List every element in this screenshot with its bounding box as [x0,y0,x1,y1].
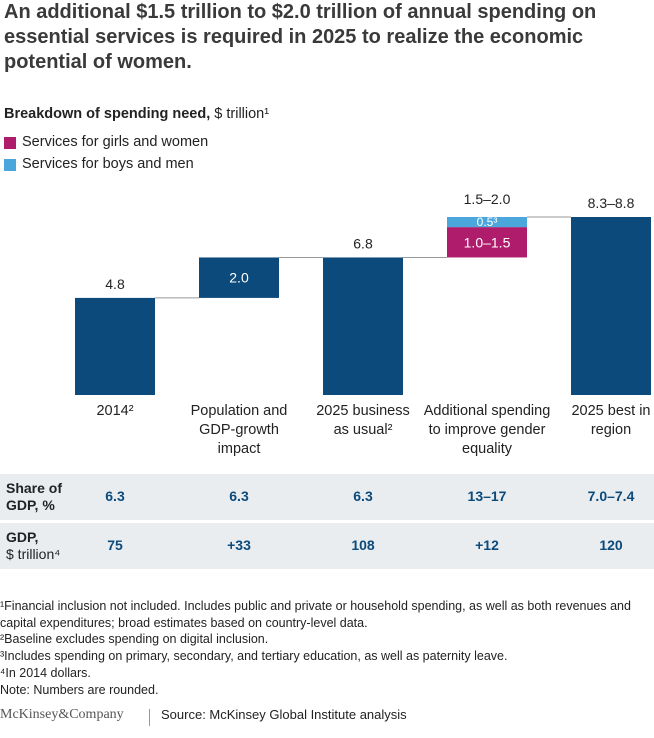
bar [199,257,279,298]
x-tick-label: 2025 best in region [571,403,651,438]
table-cell: 75 [107,537,123,553]
segment-label: 0.5³ [477,215,498,229]
table-cell: +12 [475,537,499,553]
table-row [0,523,654,569]
table-cell: +33 [227,537,251,553]
x-tick-label: Additional spending to improve gender eq… [423,403,551,457]
legend-swatch [4,137,16,149]
source: Source: McKinsey Global Institute analys… [161,707,407,722]
footnote: ³Includes spending on primary, secondary… [0,649,508,663]
value-label: 6.8 [353,235,373,251]
row-label-text: GDP, [6,529,39,545]
footnote: Note: Numbers are rounded. [0,683,159,697]
table-cell: 6.3 [353,488,373,504]
table-cell: 13–17 [467,488,507,504]
chart-title: An additional $1.5 trillion to $2.0 tril… [4,1,597,73]
bar [323,257,403,395]
table-cell: 6.3 [229,488,249,504]
stack-label: 1.5–2.0 [464,191,511,207]
x-tick-label: 2025 business as usual² [316,403,410,438]
row-label: Share of GDP, % [6,480,76,514]
row-sublabel: $ trillion⁴ [6,546,61,562]
table-cell: 120 [599,537,623,553]
row-label: GDP, $ trillion⁴ [6,529,76,563]
divider [149,709,150,726]
x-tick-label: Population and GDP-growth impact [190,403,288,457]
subtitle: Breakdown of spending need, $ trillion¹ [4,106,269,122]
legend-label: Services for boys and men [22,156,194,172]
unit: $ trillion¹ [214,106,270,122]
row-label-text: Share of GDP, % [6,480,63,513]
table-cell: 108 [351,537,375,553]
bar-segment [447,227,527,258]
subtitle-text: Breakdown of spending need, [4,106,211,122]
legend-label: Services for girls and women [22,134,209,150]
x-tick-label: 2014² [96,403,134,419]
legend-swatch [4,159,16,171]
table-row [0,474,654,520]
value-label: 4.8 [105,276,125,292]
segment-label: 1.0–1.5 [464,234,511,250]
value-label: 2.0 [229,270,249,286]
bar-segment [447,217,527,228]
bar [571,217,651,395]
footnote: ²Baseline excludes spending on digital i… [0,632,269,646]
table-cell: 7.0–7.4 [587,488,635,504]
value-label: 8.3–8.8 [588,195,635,211]
logo: McKinsey&Company [0,707,124,722]
bar [75,297,155,395]
table-cell: 6.3 [105,488,125,504]
footnote: ⁴In 2014 dollars. [0,666,91,680]
footnote: ¹Financial inclusion not included. Inclu… [0,599,631,630]
